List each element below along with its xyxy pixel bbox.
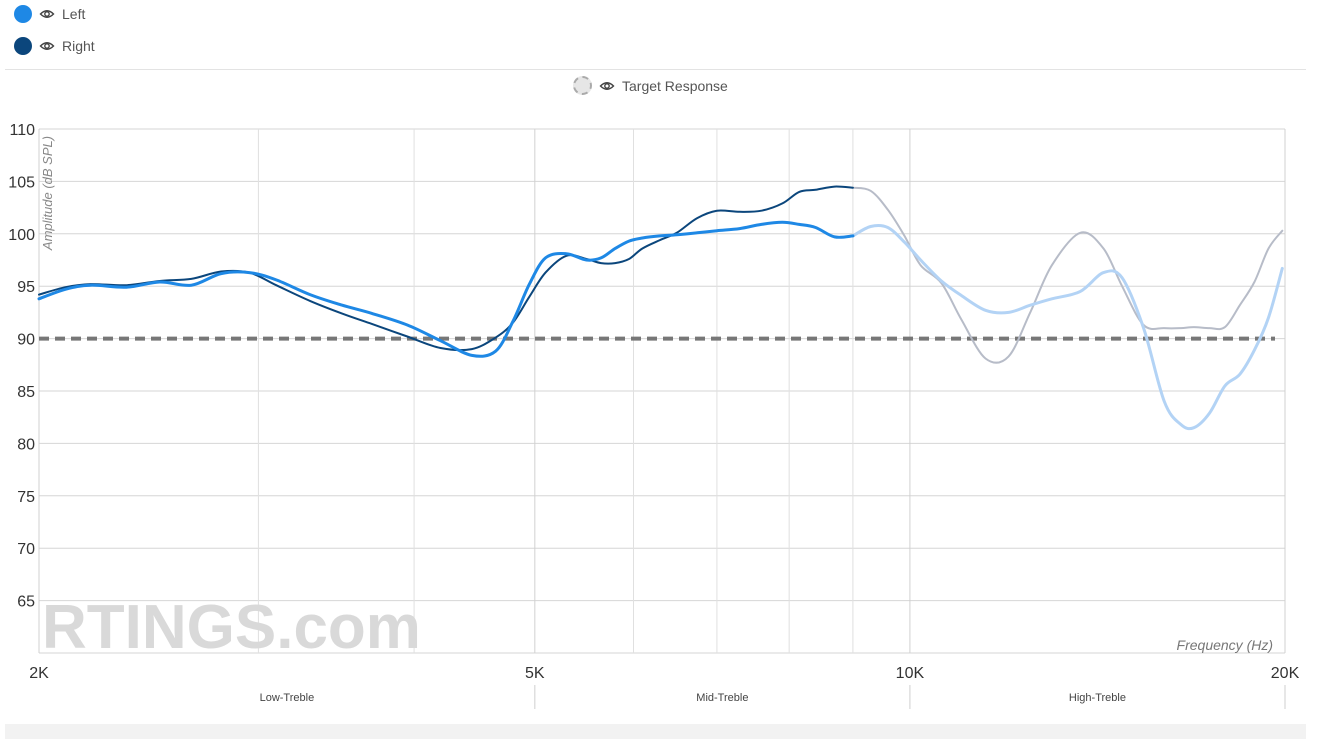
right-color-dot xyxy=(14,37,32,55)
x-axis-title: Frequency (Hz) xyxy=(1177,637,1273,653)
y-tick-label: 75 xyxy=(17,489,35,506)
watermark-logo: RTINGS.com xyxy=(42,593,421,662)
legend-label-right: Right xyxy=(62,38,95,54)
band-label: Low-Treble xyxy=(260,692,315,704)
eye-icon[interactable] xyxy=(39,38,55,54)
legend-item-right[interactable]: Right xyxy=(14,37,95,55)
eye-icon[interactable] xyxy=(39,6,55,22)
y-tick-label: 85 xyxy=(17,384,35,401)
y-tick-label: 105 xyxy=(8,174,35,191)
target-dashed-dot xyxy=(573,76,592,95)
eye-icon[interactable] xyxy=(599,78,615,94)
legend-divider xyxy=(5,69,1306,70)
series-line-left xyxy=(37,220,855,358)
bottom-scrollbar[interactable] xyxy=(5,724,1306,739)
x-tick-label: 5K xyxy=(525,665,545,682)
y-tick-label: 100 xyxy=(8,227,35,244)
series-layer xyxy=(37,185,1284,431)
y-tick-label: 70 xyxy=(17,541,35,558)
legend-label-left: Left xyxy=(62,6,86,22)
band-label: High-Treble xyxy=(1069,692,1126,704)
y-tick-label: 80 xyxy=(17,436,35,453)
y-tick-label: 95 xyxy=(17,279,35,296)
label-layer: 110 105 100 95 90 85 80 75 70 65 2K 5K 10K 20K Low-Tre… xyxy=(8,122,1299,704)
y-tick-label: 65 xyxy=(17,594,35,611)
grid-layer xyxy=(38,128,1286,709)
x-tick-label: 20K xyxy=(1271,665,1300,682)
x-tick-label: 10K xyxy=(896,665,925,682)
band-label: Mid-Treble xyxy=(696,692,748,704)
legend-label-target: Target Response xyxy=(622,77,728,94)
series-line-right-faded xyxy=(851,186,1284,364)
left-color-dot xyxy=(14,5,32,23)
series-line-right xyxy=(38,185,854,352)
y-tick-label: 110 xyxy=(9,122,35,139)
y-axis-title: Amplitude (dB SPL) xyxy=(40,136,55,251)
legend-item-target[interactable]: Target Response xyxy=(573,76,728,95)
y-tick-label: 90 xyxy=(17,332,35,349)
series-line-left-faded xyxy=(851,224,1284,431)
x-tick-label: 2K xyxy=(29,665,49,682)
legend-item-left[interactable]: Left xyxy=(14,5,85,23)
